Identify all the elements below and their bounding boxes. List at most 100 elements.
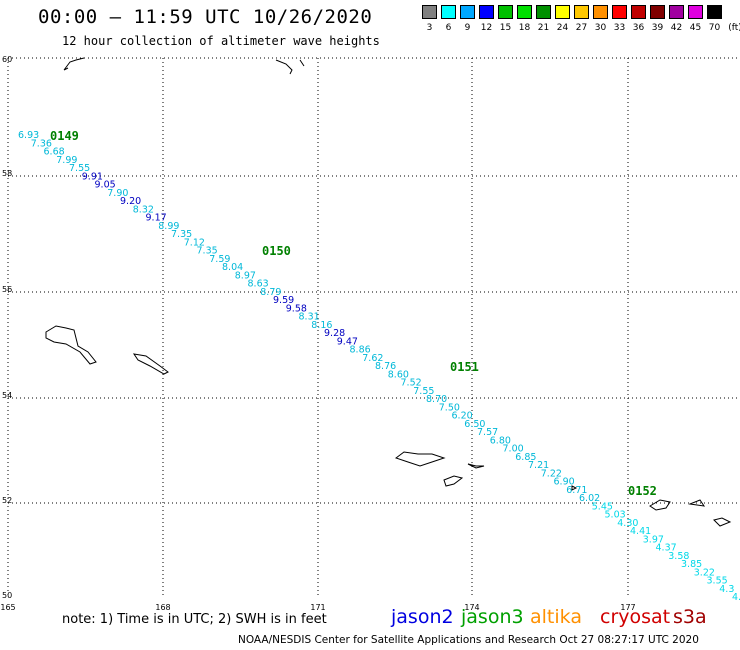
- swh-value: 8.99: [158, 221, 179, 232]
- page-subtitle: 12 hour collection of altimeter wave hei…: [62, 34, 380, 48]
- coastline-top-right: [275, 59, 305, 75]
- pass-labels: 0149 0150 0151 0152: [50, 129, 657, 498]
- legend-label: 9: [464, 23, 471, 33]
- legend-swatch: [593, 5, 608, 19]
- legend-swatch: [536, 5, 551, 19]
- coastline-top: [63, 57, 85, 71]
- legend-label: 30: [594, 23, 607, 33]
- footer-note: note: 1) Time is in UTC; 2) SWH is in fe…: [62, 612, 327, 627]
- swh-value: 6.68: [44, 147, 65, 158]
- satellite-jason2: jason2: [391, 606, 454, 628]
- legend-label: 27: [575, 23, 588, 33]
- island-small-2: [467, 463, 485, 469]
- island-group-1: [394, 451, 446, 467]
- swh-value: 8.76: [375, 361, 396, 372]
- swh-value: 3.55: [707, 576, 728, 587]
- legend-swatch: [612, 5, 627, 19]
- pass-label: 0152: [628, 484, 657, 498]
- latitude-label: 50: [2, 591, 12, 600]
- legend-label: 12: [480, 23, 493, 33]
- swh-value: 9.58: [286, 303, 307, 314]
- swh-value: 6.50: [464, 419, 485, 430]
- swh-value: 6.90: [554, 477, 575, 488]
- longitude-label: 171: [310, 603, 325, 612]
- longitude-label: 168: [155, 603, 170, 612]
- legend-swatch: [555, 5, 570, 19]
- swh-value: 7.55: [69, 163, 90, 174]
- latitude-label: 56: [2, 285, 12, 294]
- legend-label: 42: [670, 23, 683, 33]
- swh-value: 9.20: [120, 196, 141, 207]
- swh-value: 7.59: [209, 254, 230, 265]
- swh-value: 8.79: [260, 287, 281, 298]
- swh-value: 8.70: [426, 394, 447, 405]
- legend-swatch: [707, 5, 722, 19]
- latitude-label: 52: [2, 496, 12, 505]
- swh-value: 4.30: [617, 518, 638, 529]
- legend-label: 15: [499, 23, 512, 33]
- swh-value: 7.21: [528, 460, 549, 471]
- legend-swatch: [688, 5, 703, 19]
- legend-swatch: [479, 5, 494, 19]
- swh-value: 7.35: [171, 229, 192, 240]
- swh-value: 4.3: [719, 584, 734, 595]
- swh-value: 6.85: [515, 452, 536, 463]
- swh-value: 6.71: [566, 485, 587, 496]
- legend-swatch: [650, 5, 665, 19]
- latitude-label: 60: [2, 55, 12, 64]
- swh-value: 6.80: [490, 435, 511, 446]
- legend-label: 33: [613, 23, 626, 33]
- legend-label: 6: [445, 23, 452, 33]
- island-group-2: [649, 499, 732, 527]
- swh-value: 7.62: [362, 353, 383, 364]
- swh-value: 3.58: [668, 551, 689, 562]
- legend-swatch: [441, 5, 456, 19]
- page-title: 00:00 – 11:59 UTC 10/26/2020: [38, 6, 373, 28]
- satellite-altika: altika: [530, 606, 582, 628]
- credit-line: NOAA/NESDIS Center for Satellite Applica…: [238, 634, 699, 646]
- swh-value: 7.52: [401, 378, 422, 389]
- swh-value: 8.86: [350, 345, 371, 356]
- legend-swatch: [669, 5, 684, 19]
- pass-label: 0149: [50, 129, 79, 143]
- swh-value: 4.: [732, 592, 740, 603]
- swh-value: 8.97: [235, 270, 256, 281]
- swh-value: 9.17: [146, 213, 167, 224]
- longitude-label: 165: [0, 603, 15, 612]
- legend-label: 36: [632, 23, 645, 33]
- legend-swatch: [574, 5, 589, 19]
- swh-value: 9.28: [324, 328, 345, 339]
- swh-value: 4.37: [656, 543, 677, 554]
- swh-value: 7.90: [107, 188, 128, 199]
- swh-value: 6.93: [18, 130, 39, 141]
- legend-label: 39: [651, 23, 664, 33]
- island-small-3: [443, 475, 464, 487]
- island-small-1: [132, 353, 169, 375]
- swh-value: 9.05: [95, 180, 116, 191]
- legend-swatch: [631, 5, 646, 19]
- swh-value: 8.60: [388, 369, 409, 380]
- swh-value: 8.63: [248, 279, 269, 290]
- legend-label: 18: [518, 23, 531, 33]
- swh-value: 9.91: [82, 171, 103, 182]
- legend-label: 24: [556, 23, 569, 33]
- landmasses: [45, 57, 732, 527]
- swh-value: 5.03: [605, 510, 626, 521]
- satellite-cryosat: cryosat: [600, 606, 671, 628]
- swh-value: 7.50: [439, 402, 460, 413]
- swh-value: 4.41: [630, 526, 651, 537]
- swh-value: 9.59: [273, 295, 294, 306]
- swh-value: 7.00: [503, 444, 524, 455]
- swh-value: 7.55: [413, 386, 434, 397]
- swh-value: 8.16: [311, 320, 332, 331]
- longitude-label: 177: [620, 603, 635, 612]
- swh-value: 7.57: [477, 427, 498, 438]
- swh-value: 3.22: [694, 567, 715, 578]
- swh-value: 8.32: [133, 204, 154, 215]
- swh-value: 7.36: [31, 138, 52, 149]
- swh-value: 7.22: [541, 468, 562, 479]
- longitude-label: 174: [464, 603, 479, 612]
- satellite-jason3: jason3: [461, 606, 524, 628]
- legend-label: 3: [426, 23, 433, 33]
